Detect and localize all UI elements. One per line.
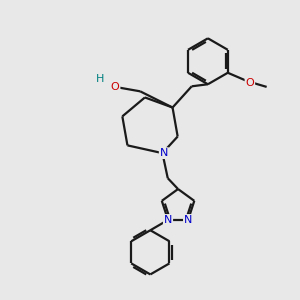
Text: N: N bbox=[164, 215, 172, 225]
Text: N: N bbox=[160, 148, 168, 158]
Text: H: H bbox=[96, 74, 104, 84]
Text: O: O bbox=[111, 82, 119, 92]
Text: O: O bbox=[245, 78, 254, 88]
Text: N: N bbox=[184, 215, 192, 225]
